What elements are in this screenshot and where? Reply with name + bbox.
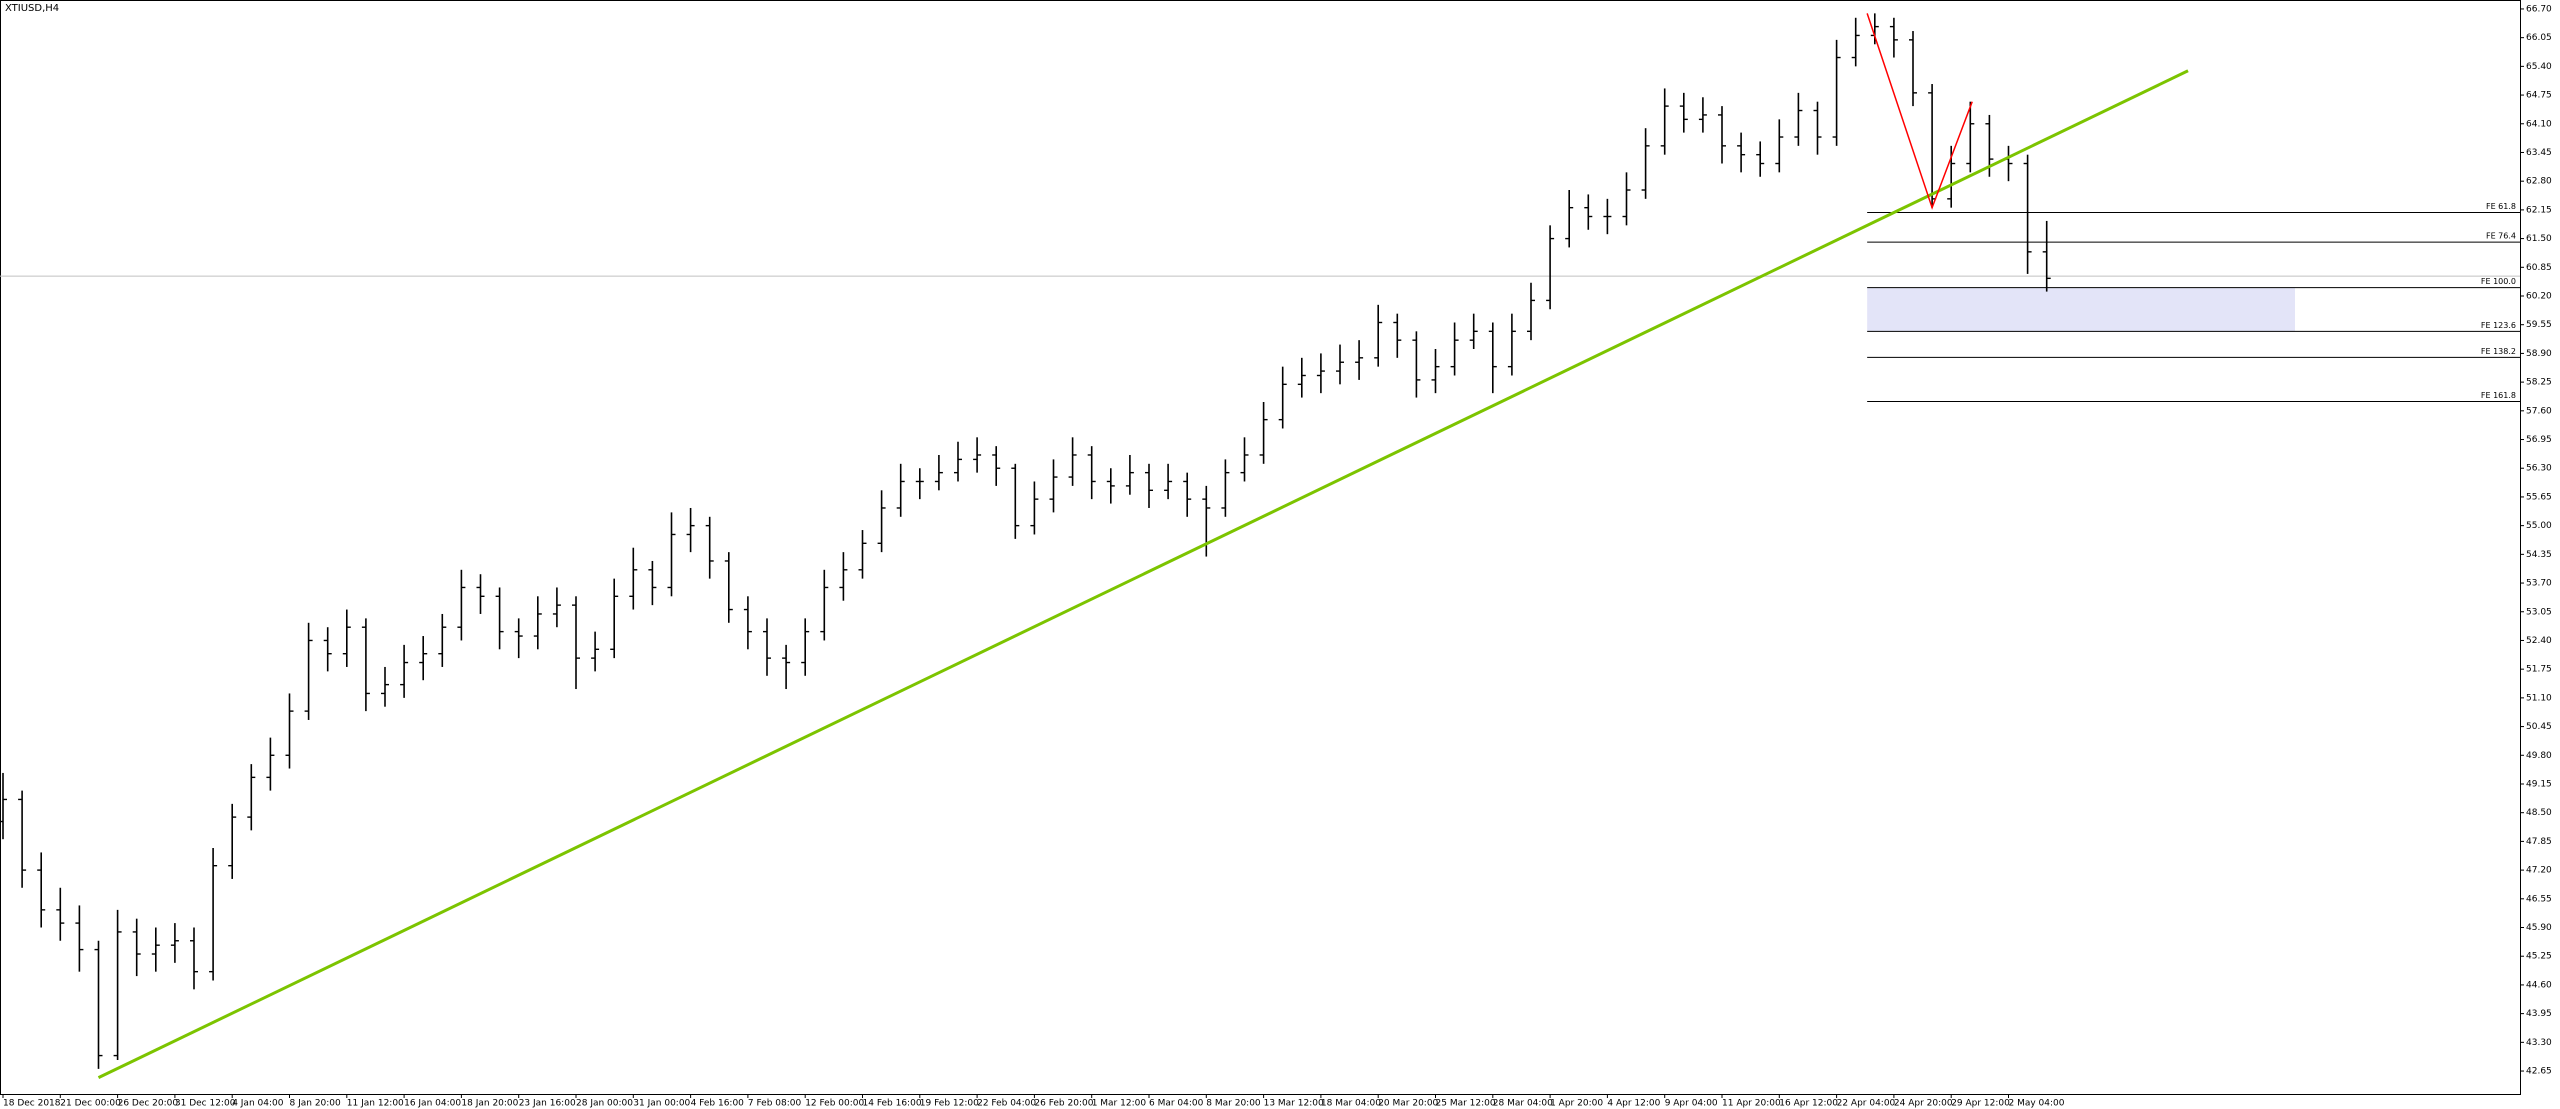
x-tick-label: 11 Apr 20:00 xyxy=(1722,1099,1781,1109)
y-tick-label: 60.85 xyxy=(2526,263,2552,273)
trendline xyxy=(97,69,2189,1080)
y-tick-label: 51.75 xyxy=(2526,665,2552,675)
y-tick-label: 59.55 xyxy=(2526,320,2552,330)
fibo-label: FE 123.6 xyxy=(2481,321,2516,330)
y-tick-label: 46.55 xyxy=(2526,894,2552,904)
x-tick-label: 18 Mar 04:00 xyxy=(1321,1099,1381,1109)
x-tick-label: 4 Apr 12:00 xyxy=(1607,1099,1660,1109)
y-tick-label: 43.95 xyxy=(2526,1009,2552,1019)
x-tick-label: 16 Jan 04:00 xyxy=(404,1099,461,1109)
y-tick-label: 60.20 xyxy=(2526,291,2552,301)
x-tick-label: 23 Jan 16:00 xyxy=(519,1099,576,1109)
fibo-label: FE 61.8 xyxy=(2486,202,2516,211)
y-tick-label: 45.90 xyxy=(2526,923,2552,933)
y-tick-label: 54.35 xyxy=(2526,550,2552,560)
x-tick-label: 13 Mar 12:00 xyxy=(1264,1099,1324,1109)
y-tick-label: 66.05 xyxy=(2526,33,2552,43)
x-tick-label: 12 Feb 00:00 xyxy=(805,1099,864,1109)
x-tick-label: 9 Apr 04:00 xyxy=(1665,1099,1718,1109)
x-tick-label: 2 May 04:00 xyxy=(2009,1099,2065,1109)
y-tick-label: 62.15 xyxy=(2526,205,2552,215)
y-tick-label: 55.65 xyxy=(2526,492,2552,502)
plot-frame xyxy=(0,0,2521,1095)
y-tick-label: 66.70 xyxy=(2526,4,2552,14)
y-tick-label: 50.45 xyxy=(2526,722,2552,732)
fibo-label: FE 100.0 xyxy=(2481,277,2516,286)
x-tick-label: 21 Dec 00:00 xyxy=(60,1099,121,1109)
x-tick-label: 24 Apr 20:00 xyxy=(1894,1099,1953,1109)
y-tick-label: 43.30 xyxy=(2526,1038,2552,1048)
x-tick-label: 31 Jan 00:00 xyxy=(633,1099,690,1109)
y-tick-label: 45.25 xyxy=(2526,952,2552,962)
y-tick-label: 49.15 xyxy=(2526,779,2552,789)
y-tick-label: 53.70 xyxy=(2526,579,2552,589)
y-tick-label: 42.65 xyxy=(2526,1067,2552,1077)
y-tick-label: 52.40 xyxy=(2526,636,2552,646)
y-tick-label: 49.80 xyxy=(2526,751,2552,761)
y-tick-label: 64.75 xyxy=(2526,91,2552,101)
y-tick-label: 57.60 xyxy=(2526,406,2552,416)
y-tick-label: 63.45 xyxy=(2526,148,2552,158)
y-tick-label: 47.20 xyxy=(2526,866,2552,876)
fibo-label: FE 161.8 xyxy=(2481,391,2516,400)
x-tick-label: 18 Dec 2018 xyxy=(3,1099,61,1109)
x-tick-label: 26 Feb 20:00 xyxy=(1034,1099,1093,1109)
x-tick-label: 6 Mar 04:00 xyxy=(1149,1099,1204,1109)
x-tick-label: 31 Dec 12:00 xyxy=(175,1099,236,1109)
x-tick-label: 11 Jan 12:00 xyxy=(347,1099,404,1109)
y-tick-label: 51.10 xyxy=(2526,693,2552,703)
y-tick-label: 62.80 xyxy=(2526,177,2552,187)
fibo-label: FE 76.4 xyxy=(2486,232,2516,241)
x-tick-label: 25 Mar 12:00 xyxy=(1436,1099,1496,1109)
x-tick-label: 29 Apr 12:00 xyxy=(1951,1099,2010,1109)
y-tick-label: 58.90 xyxy=(2526,349,2552,359)
x-tick-label: 26 Dec 20:00 xyxy=(118,1099,179,1109)
y-tick-label: 48.50 xyxy=(2526,808,2552,818)
zigzag xyxy=(1866,13,1973,210)
x-tick-label: 8 Mar 20:00 xyxy=(1206,1099,1261,1109)
y-tick-label: 53.05 xyxy=(2526,607,2552,617)
y-tick-label: 47.85 xyxy=(2526,837,2552,847)
x-tick-label: 1 Mar 12:00 xyxy=(1092,1099,1147,1109)
y-tick-label: 61.50 xyxy=(2526,234,2552,244)
x-tick-label: 7 Feb 08:00 xyxy=(748,1099,802,1109)
x-tick-label: 28 Jan 00:00 xyxy=(576,1099,633,1109)
x-tick-label: 20 Mar 20:00 xyxy=(1378,1099,1438,1109)
y-tick-label: 56.95 xyxy=(2526,435,2552,445)
x-tick-label: 19 Feb 12:00 xyxy=(920,1099,979,1109)
x-tick-label: 22 Feb 04:00 xyxy=(977,1099,1036,1109)
x-tick-label: 28 Mar 04:00 xyxy=(1493,1099,1553,1109)
symbol-title: XTIUSD,H4 xyxy=(5,3,59,14)
y-tick-label: 58.25 xyxy=(2526,378,2552,388)
y-tick-label: 44.60 xyxy=(2526,980,2552,990)
x-tick-label: 1 Apr 20:00 xyxy=(1550,1099,1603,1109)
y-tick-label: 65.40 xyxy=(2526,62,2552,72)
fibo-label: FE 138.2 xyxy=(2481,347,2516,356)
y-tick-label: 55.00 xyxy=(2526,521,2552,531)
x-tick-label: 8 Jan 20:00 xyxy=(290,1099,342,1109)
fibo-zone xyxy=(1867,287,2295,332)
x-tick-label: 4 Jan 04:00 xyxy=(232,1099,284,1109)
x-tick-label: 16 Apr 12:00 xyxy=(1779,1099,1838,1109)
x-tick-label: 14 Feb 16:00 xyxy=(863,1099,922,1109)
x-tick-label: 18 Jan 20:00 xyxy=(461,1099,518,1109)
x-tick-label: 22 Apr 04:00 xyxy=(1837,1099,1896,1109)
y-tick-label: 56.30 xyxy=(2526,464,2552,474)
y-tick-label: 64.10 xyxy=(2526,119,2552,129)
x-tick-label: 4 Feb 16:00 xyxy=(691,1099,745,1109)
